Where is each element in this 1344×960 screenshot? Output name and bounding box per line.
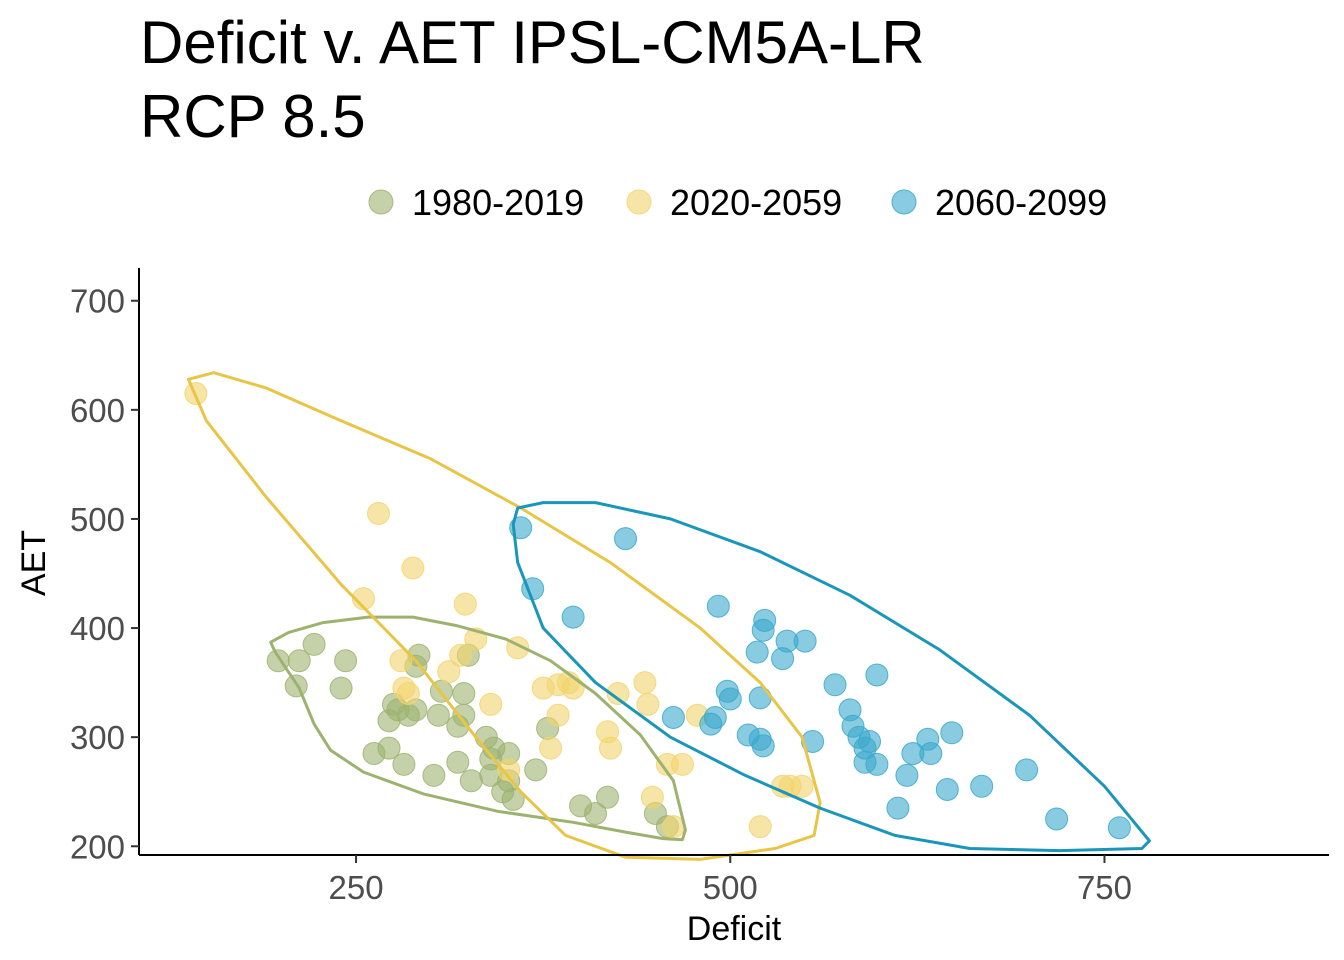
data-point: [614, 527, 637, 551]
data-point: [401, 556, 425, 580]
data-point: [584, 802, 607, 825]
data-point: [396, 682, 420, 705]
data-point: [329, 676, 353, 700]
y-axis-ticks: 200 300 400 500 600 700: [70, 283, 139, 865]
data-point: [389, 649, 413, 673]
data-point: [886, 796, 910, 820]
data-point: [596, 785, 619, 809]
data-point: [422, 763, 446, 787]
data-point: [661, 706, 685, 729]
data-point: [459, 769, 483, 793]
data-point: [392, 752, 416, 776]
data-point: [524, 758, 548, 782]
data-point: [426, 703, 450, 727]
data-point: [823, 673, 847, 697]
x-tick-label: 750: [1077, 869, 1132, 906]
chart-title-line-1: Deficit v. AET IPSL-CM5A-LR: [140, 9, 925, 76]
data-point: [858, 730, 881, 753]
data-point: [1015, 758, 1039, 782]
data-point: [790, 774, 814, 798]
data-point: [865, 752, 889, 776]
data-point: [437, 660, 461, 684]
y-tick-label: 600: [70, 392, 125, 429]
legend-label: 2020-2059: [670, 182, 842, 223]
data-point: [1045, 807, 1069, 831]
x-tick-label: 250: [329, 869, 384, 906]
data-point: [751, 734, 775, 758]
data-point: [745, 640, 769, 664]
data-point: [633, 671, 657, 695]
y-tick-label: 700: [70, 283, 125, 320]
data-point: [561, 605, 585, 629]
data-point: [636, 692, 660, 716]
y-tick-label: 200: [70, 828, 125, 865]
data-point: [452, 682, 476, 705]
data-point: [453, 592, 477, 616]
legend-swatch: [626, 189, 652, 215]
data-point: [449, 643, 473, 667]
data-point: [606, 682, 630, 705]
data-point: [801, 730, 825, 753]
data-point: [367, 502, 390, 525]
data-point: [793, 629, 817, 653]
data-point: [865, 663, 889, 687]
confidence-ellipse-2060-2099: [511, 501, 1151, 853]
data-point: [706, 594, 730, 618]
points-layer: [184, 382, 1131, 840]
data-point: [302, 632, 326, 656]
data-point: [446, 750, 470, 774]
data-point: [661, 815, 685, 839]
legend: 1980-2019 2020-2059 2060-2099: [368, 182, 1107, 223]
legend-item-1980-2019: 1980-2019: [368, 182, 584, 223]
data-point: [501, 787, 525, 811]
data-point: [640, 785, 664, 809]
plot-area: [184, 371, 1151, 861]
data-point: [352, 587, 375, 611]
y-tick-label: 300: [70, 719, 125, 756]
data-point: [718, 687, 742, 711]
data-point: [599, 736, 622, 760]
data-point: [895, 763, 919, 787]
confidence-ellipse-1980-2019: [269, 615, 687, 842]
x-tick-label: 500: [703, 869, 758, 906]
data-point: [287, 649, 311, 673]
y-tick-label: 400: [70, 610, 125, 647]
data-point: [935, 778, 959, 801]
legend-item-2020-2059: 2020-2059: [626, 182, 842, 223]
data-point: [497, 758, 521, 782]
data-point: [479, 692, 503, 716]
data-point: [334, 649, 358, 673]
data-point: [970, 774, 994, 798]
legend-swatch: [368, 189, 394, 215]
data-point: [919, 742, 943, 765]
confidence-ellipse-2020-2059: [186, 371, 822, 861]
legend-label: 2060-2099: [935, 182, 1107, 223]
data-point: [539, 736, 563, 760]
series-2020-2059: [184, 382, 814, 839]
data-point: [546, 703, 570, 727]
ellipses-layer: [186, 371, 1151, 861]
legend-item-2060-2099: 2060-2099: [891, 182, 1107, 223]
legend-swatch: [891, 189, 917, 215]
chart-title-line-2: RCP 8.5: [140, 83, 366, 150]
legend-label: 1980-2019: [412, 182, 584, 223]
x-axis-ticks: 250 500 750: [329, 855, 1132, 906]
data-point: [703, 706, 727, 729]
data-point: [670, 752, 694, 776]
x-axis-title: Deficit: [687, 910, 782, 948]
y-tick-label: 500: [70, 501, 125, 538]
data-point: [940, 721, 964, 745]
data-point: [753, 608, 777, 632]
data-point: [1107, 816, 1131, 840]
series-2060-2099: [509, 516, 1131, 840]
data-point: [748, 815, 772, 839]
data-point: [561, 676, 585, 700]
y-axis-title: AET: [15, 530, 53, 596]
data-point: [377, 736, 401, 760]
